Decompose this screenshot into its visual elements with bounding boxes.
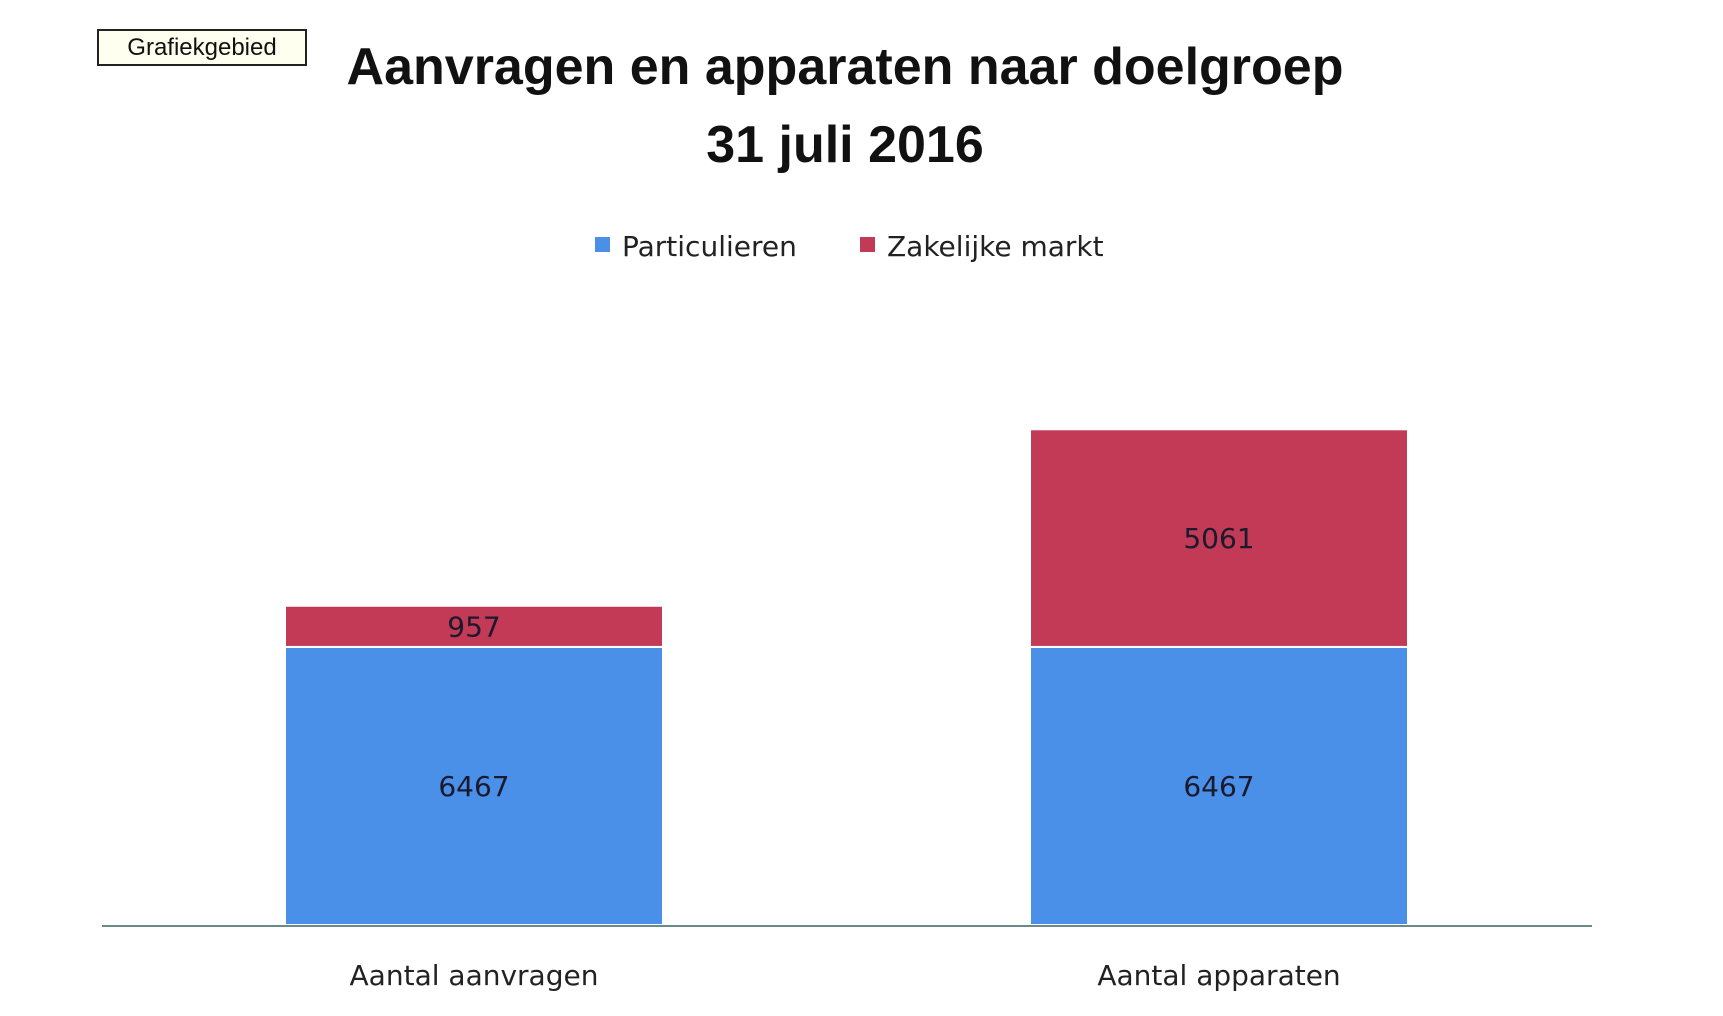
legend-swatch [595,237,610,252]
data-label: 957 [447,610,500,643]
legend-label: Zakelijke markt [887,230,1104,263]
chart-subtitle: 31 juli 2016 [706,116,984,174]
data-label: 6467 [438,770,509,803]
bar-particulieren-1 [284,645,664,926]
x-axis-labels: Aantal aanvragen Aantal apparaten [350,959,1341,992]
data-label: 6467 [1183,770,1254,803]
legend-swatch [860,237,875,252]
chart-title: Aanvragen en apparaten naar doelgroep [347,38,1344,96]
bar-zakelijke-markt-2 [1029,428,1409,648]
chart-area-tooltip: Grafiekgebied [97,29,307,66]
bars: 6467 957 6467 5061 [284,428,1409,926]
legend: Particulieren Zakelijke markt [595,230,1104,263]
bar-zakelijke-markt-1 [284,604,664,648]
data-label: 5061 [1183,522,1254,555]
x-tick-label: Aantal apparaten [1097,959,1340,992]
x-tick-label: Aantal aanvragen [350,959,599,992]
legend-label: Particulieren [622,230,797,263]
